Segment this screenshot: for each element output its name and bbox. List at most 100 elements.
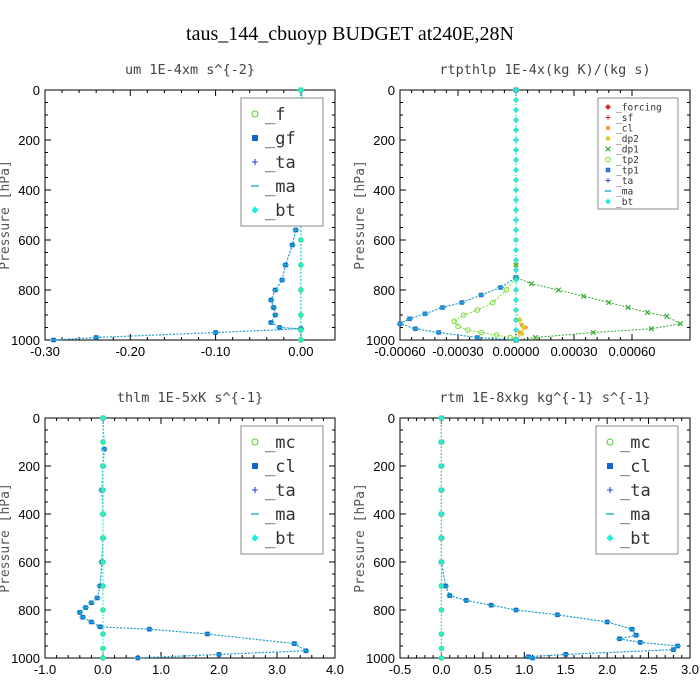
legend-label: _cl	[265, 457, 296, 477]
y-tick-label: 1000	[11, 651, 40, 666]
data-point	[513, 217, 519, 223]
x-tick-label: 3.0	[268, 662, 286, 677]
legend-item: _bt	[606, 529, 651, 549]
data-point	[100, 535, 106, 541]
data-point	[100, 645, 106, 652]
x-tick-label: 2.0	[210, 662, 228, 677]
legend-marker	[251, 438, 259, 446]
data-point	[297, 87, 304, 93]
legend-label: _f	[265, 105, 285, 125]
data-point	[513, 327, 519, 333]
y-tick-label: 1000	[366, 333, 395, 348]
legend-marker	[605, 156, 611, 163]
legend-item: _tp1	[605, 165, 639, 176]
y-tick-label: 1000	[11, 333, 40, 348]
legend-item: _forcing	[605, 102, 662, 113]
legend-label: _bt	[265, 201, 296, 221]
data-point	[513, 237, 519, 243]
legend-marker	[252, 135, 258, 141]
legend-label: _tp2	[616, 155, 639, 166]
legend-item: _ta	[605, 176, 633, 187]
data-point	[513, 127, 519, 133]
legend-item: _ta	[607, 481, 651, 501]
data-point	[513, 207, 519, 213]
data-point	[438, 631, 445, 637]
legend-marker	[605, 104, 611, 110]
data-point	[100, 607, 106, 613]
data-point	[438, 559, 445, 565]
legend-marker	[252, 487, 258, 493]
legend-marker	[606, 438, 614, 446]
x-tick-label: -0.10	[201, 344, 231, 359]
legend-item: _cl	[605, 123, 633, 134]
data-point	[438, 535, 445, 541]
legend-marker	[605, 146, 611, 152]
data-point	[438, 655, 445, 661]
x-tick-label: 0.5	[474, 662, 492, 677]
panel-title: rtpthlp 1E-4x(kg K)/(kg s)	[439, 62, 650, 78]
data-point	[297, 337, 304, 343]
legend-item: _ta	[252, 153, 296, 173]
legend-item: _bt	[251, 529, 296, 549]
legend-label: _gf	[265, 129, 296, 149]
y-tick-label: 800	[373, 283, 395, 298]
y-tick-label: 600	[373, 555, 395, 570]
data-point	[438, 415, 445, 421]
data-point	[528, 281, 535, 287]
legend-label: _ma	[265, 177, 296, 197]
x-tick-label: 0.0	[432, 662, 450, 677]
y-axis-label: Pressure [hPa]	[0, 160, 13, 270]
legend-item: _cl	[607, 457, 651, 477]
data-point	[580, 293, 587, 299]
x-tick-label: -0.30	[30, 344, 60, 359]
data-point	[644, 309, 651, 316]
y-tick-label: 0	[33, 411, 40, 426]
data-point	[516, 317, 523, 323]
data-point	[100, 559, 106, 565]
legend-item: _ta	[252, 481, 296, 501]
legend-item: _ma	[604, 186, 633, 197]
data-point	[297, 312, 304, 318]
data-point	[100, 655, 106, 661]
legend-item: _bt	[605, 197, 633, 208]
y-tick-label: 200	[18, 459, 40, 474]
data-point	[513, 147, 519, 153]
y-tick-label: 800	[18, 283, 40, 298]
panel-rtpthlp: rtpthlp 1E-4x(kg K)/(kg s) Pressure [hPa]…	[353, 62, 691, 359]
x-tick-label: 3.0	[681, 662, 699, 677]
data-point	[664, 313, 670, 319]
legend-item: _cl	[252, 457, 296, 477]
y-tick-label: 0	[388, 83, 395, 98]
legend-label: _dp1	[616, 144, 639, 155]
legend-label: _bt	[616, 197, 633, 208]
data-point	[532, 334, 539, 341]
legend-item: _mc	[251, 433, 296, 453]
panel-um: um 1E-4xm s^{-2} Pressure [hPa] -0.30 -0.20…	[0, 62, 336, 359]
data-point	[455, 323, 461, 330]
data-point	[555, 287, 562, 293]
data-point	[461, 312, 467, 318]
panel-title: thlm 1E-5xK s^{-1}	[117, 390, 263, 406]
y-tick-label: 200	[373, 133, 395, 148]
x-tick-label: 0.00060	[609, 344, 656, 359]
legend-marker	[605, 198, 611, 205]
legend-marker	[252, 463, 258, 469]
series-ma	[396, 89, 520, 341]
legend-item: _ma	[251, 505, 296, 525]
legend-label: _bt	[265, 529, 296, 549]
legend-label: _dp2	[616, 134, 639, 145]
legend-item: _dp1	[605, 144, 639, 155]
legend-label: _mc	[265, 433, 296, 453]
data-point	[520, 324, 527, 331]
x-tick-label: -0.00030	[432, 344, 483, 359]
legend-marker	[607, 487, 613, 493]
data-point	[513, 297, 519, 303]
data-point	[513, 97, 519, 103]
data-point	[297, 262, 304, 268]
data-point	[438, 463, 445, 469]
data-point	[519, 322, 525, 328]
data-point	[513, 167, 519, 173]
data-point	[438, 439, 445, 445]
series-bt	[513, 87, 519, 343]
